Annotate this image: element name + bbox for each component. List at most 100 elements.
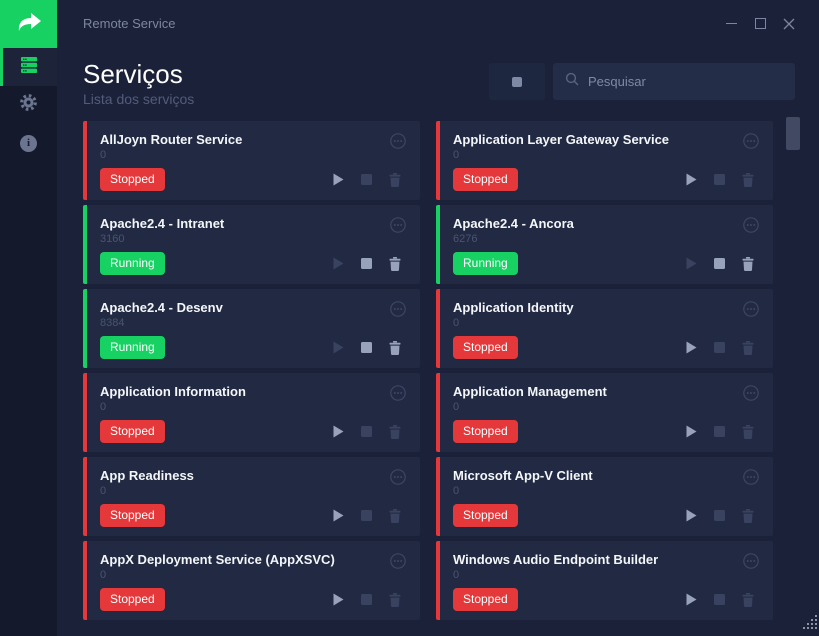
play-icon[interactable] [333, 173, 344, 186]
more-options-icon[interactable] [743, 217, 759, 233]
more-options-icon[interactable] [743, 553, 759, 569]
service-pid: 0 [100, 569, 107, 581]
stop-icon[interactable] [361, 342, 372, 353]
stop-icon[interactable] [361, 258, 372, 269]
services-grid: AllJoyn Router Service 0 Stopped [83, 121, 773, 620]
status-badge: Stopped [453, 420, 518, 443]
stop-all-button[interactable] [489, 63, 545, 100]
play-icon[interactable] [333, 593, 344, 606]
service-card: Apache2.4 - Ancora 6276 Running [436, 205, 773, 284]
play-icon[interactable] [686, 341, 697, 354]
play-icon[interactable] [686, 509, 697, 522]
trash-icon[interactable] [389, 340, 401, 355]
stop-icon[interactable] [714, 342, 725, 353]
status-badge: Stopped [453, 168, 518, 191]
play-icon[interactable] [333, 341, 344, 354]
trash-icon[interactable] [389, 508, 401, 523]
sidebar-item-settings[interactable] [0, 86, 57, 124]
titlebar: Remote Service [57, 0, 819, 47]
trash-icon[interactable] [389, 424, 401, 439]
stop-icon[interactable] [714, 594, 725, 605]
service-name: Windows Audio Endpoint Builder [453, 552, 659, 567]
more-options-icon[interactable] [390, 217, 406, 233]
more-options-icon[interactable] [743, 133, 759, 149]
server-list-icon [20, 56, 38, 79]
service-card: AppX Deployment Service (AppXSVC) 0 Stop… [83, 541, 420, 620]
play-icon[interactable] [333, 425, 344, 438]
more-options-icon[interactable] [390, 301, 406, 317]
stop-icon[interactable] [361, 426, 372, 437]
trash-icon[interactable] [389, 172, 401, 187]
share-arrow-icon [15, 10, 43, 39]
service-name: Application Layer Gateway Service [453, 132, 670, 147]
more-options-icon[interactable] [390, 385, 406, 401]
status-badge: Stopped [453, 588, 518, 611]
app-logo [0, 0, 57, 48]
stop-icon[interactable] [361, 594, 372, 605]
service-name: Application Information [100, 384, 246, 399]
service-pid: 3160 [100, 233, 125, 245]
scrollbar-thumb[interactable] [786, 117, 800, 150]
service-name: Application Management [453, 384, 607, 399]
gear-icon [19, 93, 38, 117]
window-controls [725, 18, 795, 30]
stop-icon[interactable] [361, 174, 372, 185]
toolbar [489, 63, 795, 100]
service-actions [333, 172, 401, 187]
service-name: Apache2.4 - Intranet [100, 216, 225, 231]
service-info: Microsoft App-V Client 0 [453, 468, 593, 497]
stop-icon[interactable] [714, 426, 725, 437]
more-options-icon[interactable] [390, 553, 406, 569]
play-icon[interactable] [333, 509, 344, 522]
play-icon[interactable] [686, 425, 697, 438]
service-info: Application Layer Gateway Service 0 [453, 132, 669, 161]
play-icon[interactable] [333, 257, 344, 270]
play-icon[interactable] [686, 593, 697, 606]
service-info: Apache2.4 - Intranet 3160 [100, 216, 224, 245]
more-options-icon[interactable] [390, 133, 406, 149]
play-icon[interactable] [686, 173, 697, 186]
service-info: App Readiness 0 [100, 468, 194, 497]
service-info: Application Management 0 [453, 384, 607, 413]
stop-icon[interactable] [361, 510, 372, 521]
service-card: Application Management 0 Stopped [436, 373, 773, 452]
stop-icon[interactable] [714, 510, 725, 521]
service-name: Microsoft App-V Client [453, 468, 593, 483]
service-pid: 0 [453, 569, 460, 581]
sidebar-item-services[interactable] [0, 48, 57, 86]
more-options-icon[interactable] [743, 301, 759, 317]
stop-icon[interactable] [714, 174, 725, 185]
status-badge: Running [100, 252, 165, 275]
close-button[interactable] [783, 18, 795, 30]
trash-icon[interactable] [742, 508, 754, 523]
trash-icon[interactable] [742, 256, 754, 271]
trash-icon[interactable] [389, 592, 401, 607]
more-options-icon[interactable] [743, 469, 759, 485]
service-info: Application Identity 0 [453, 300, 574, 329]
trash-icon[interactable] [742, 592, 754, 607]
sidebar-item-about[interactable]: i [0, 124, 57, 162]
status-badge: Stopped [453, 336, 518, 359]
service-pid: 0 [453, 485, 460, 497]
trash-icon[interactable] [742, 340, 754, 355]
maximize-button[interactable] [754, 18, 766, 30]
service-name: AllJoyn Router Service [100, 132, 243, 147]
minimize-button[interactable] [725, 18, 737, 30]
service-card: Apache2.4 - Desenv 8384 Running [83, 289, 420, 368]
service-actions [686, 424, 754, 439]
info-icon: i [20, 134, 37, 152]
service-card: Application Identity 0 Stopped [436, 289, 773, 368]
play-icon[interactable] [686, 257, 697, 270]
trash-icon[interactable] [742, 424, 754, 439]
trash-icon[interactable] [389, 256, 401, 271]
resize-grip[interactable] [803, 615, 817, 634]
service-name: App Readiness [100, 468, 194, 483]
more-options-icon[interactable] [743, 385, 759, 401]
search-input[interactable] [588, 74, 783, 89]
search-icon [565, 72, 579, 91]
more-options-icon[interactable] [390, 469, 406, 485]
service-card: Windows Audio Endpoint Builder 0 Stopped [436, 541, 773, 620]
stop-icon[interactable] [714, 258, 725, 269]
trash-icon[interactable] [742, 172, 754, 187]
status-badge: Stopped [453, 504, 518, 527]
